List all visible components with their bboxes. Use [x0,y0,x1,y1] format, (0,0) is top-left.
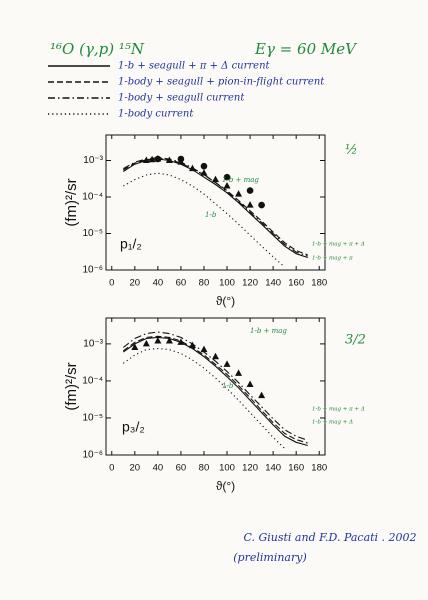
x-tick-label: 60 [176,278,187,289]
data-point [142,339,150,347]
curve [123,157,308,256]
x-tick-label: 0 [109,278,114,289]
legend-label: 1-body + seagull + pion-in-flight curren… [118,77,325,88]
x-tick-label: 160 [288,278,304,289]
x-tick-label: 80 [199,278,210,289]
reaction: ¹⁶O (γ,p) ¹⁵N [50,40,145,58]
legend-label: 1-body current [118,109,194,120]
x-tick-label: 100 [219,278,235,289]
x-tick-label: 0 [109,463,114,474]
y-tick-label: 10⁻⁶ [82,450,103,461]
data-point [223,173,231,181]
data-point [200,169,208,176]
annotation: 1-b + mag + π + Δ [312,242,365,248]
legend-label: 1-body + seagull current [118,93,245,104]
x-tick-label: 40 [153,463,164,474]
curve [122,347,286,449]
y-tick-label: 10⁻³ [83,155,103,166]
energy: Eγ = 60 MeV [254,40,358,58]
y-tick-label: 10⁻³ [83,339,103,350]
x-axis-label: ϑ(°) [216,294,235,308]
x-tick-label: 100 [219,463,235,474]
y-axis-label: (fm)²/sr [63,362,80,410]
data-point [223,360,231,367]
plot-area [122,331,308,449]
x-tick-label: 140 [265,463,281,474]
y-tick-label: 10⁻⁴ [82,376,103,387]
curve [123,157,308,257]
annotation: 1-b + mag [222,176,259,184]
x-tick-label: 120 [242,463,258,474]
y-tick-label: 10⁻⁶ [82,265,103,276]
y-axis-label: (fm)²/sr [63,178,80,226]
x-tick-label: 180 [311,278,327,289]
x-tick-label: 40 [153,278,164,289]
data-point [154,336,162,344]
curve [122,335,308,444]
x-tick-label: 160 [288,463,304,474]
annotation: 1-b + mag + π + Δ [312,407,365,413]
annotation: 1-b + mag + π [312,256,353,262]
x-tick-label: 20 [130,463,141,474]
annotation: 1-b + mag [250,327,287,335]
curve [123,172,286,268]
frame [105,134,326,271]
note: (preliminary) [233,551,307,564]
data-point [212,175,219,183]
x-tick-label: 80 [199,463,210,474]
data-point [177,338,185,345]
y-tick-label: 10⁻⁵ [82,413,103,424]
legend-label: 1-b + seagull + π + Δ current [118,61,271,72]
plot-area [123,154,308,268]
data-point [148,155,156,163]
curve [122,331,308,441]
data-point [212,352,219,360]
data-point [258,391,266,399]
data-point [200,162,208,170]
author: C. Giusti and F.D. Pacati . 2002 [243,531,416,544]
data-point [223,182,231,189]
data-point [131,343,139,350]
data-point [246,187,254,194]
annotation: 1-b + mag + Δ [312,420,353,426]
state-label: p₃/₂ [122,419,145,435]
state-label: p₁/₂ [120,236,142,252]
data-point [165,336,173,344]
fraction-label: ½ [345,143,358,158]
data-point [142,156,150,164]
data-point [188,341,196,349]
y-tick-label: 10⁻⁴ [82,192,103,203]
data-point [246,201,254,208]
data-point [154,155,162,163]
x-axis-label: ϑ(°) [216,479,235,493]
annotation: 1-b [205,211,217,219]
y-tick-label: 10⁻⁵ [82,228,103,239]
data-point [165,156,173,164]
x-tick-label: 140 [265,278,281,289]
x-tick-label: 20 [130,278,141,289]
x-tick-label: 60 [176,463,187,474]
annotation: 1-b [222,382,234,390]
x-tick-label: 120 [242,278,258,289]
frame [105,317,326,456]
data-point [177,155,185,163]
fraction-label: 3/2 [345,333,366,348]
x-tick-label: 180 [311,463,327,474]
data-point [235,190,243,197]
data-point [235,369,243,376]
data-point [188,164,196,172]
data-point [258,201,265,209]
data-point [200,345,208,353]
data-point [246,380,254,388]
curve [122,336,308,447]
